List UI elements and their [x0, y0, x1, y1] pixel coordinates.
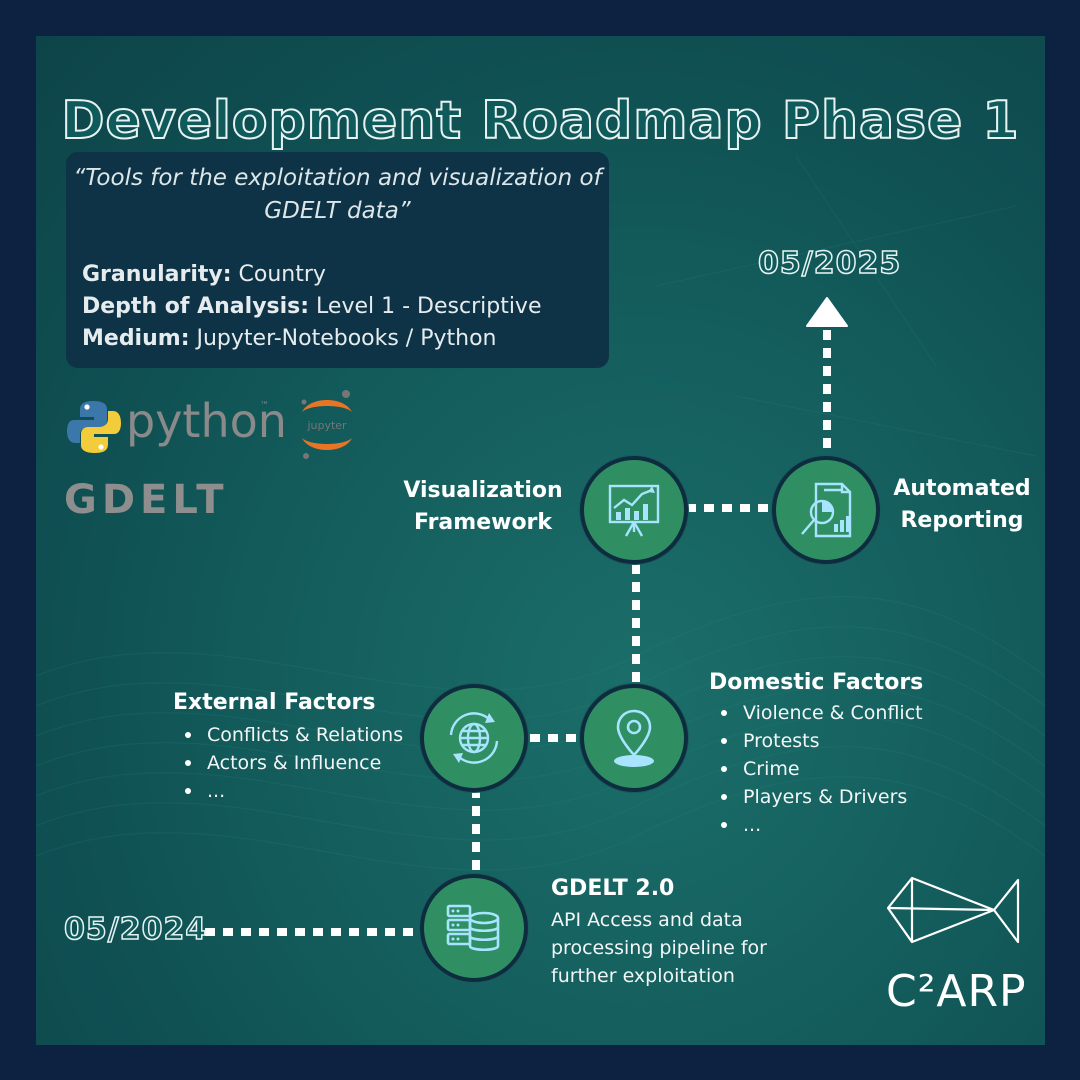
- medium-line: Medium: Jupyter-Notebooks / Python: [82, 326, 496, 351]
- info-box: “Tools for the exploitation and visualiz…: [66, 152, 609, 368]
- gdelt-node-description: API Access and data processing pipeline …: [551, 906, 767, 990]
- list-item: Conflicts & Relations: [173, 721, 403, 749]
- list-item: Crime: [709, 755, 923, 783]
- connector-domestic-visualization: [632, 564, 640, 688]
- jupyter-logo-text: jupyter: [306, 419, 347, 432]
- list-item: Players & Drivers: [709, 783, 923, 811]
- c2arp-logo-text: C²ARP: [886, 966, 1027, 1017]
- node-automated-reporting: [772, 456, 880, 564]
- c2arp-fish-logo-icon: [886, 876, 1020, 944]
- gdelt-desc-line-2: processing pipeline for: [551, 937, 767, 959]
- connector-gdelt-external: [472, 788, 480, 872]
- python-trademark: ™: [260, 401, 269, 411]
- gdelt-desc-line-1: API Access and data: [551, 909, 743, 931]
- node-gdelt: [420, 874, 528, 982]
- connector-start-gdelt: [205, 928, 418, 936]
- list-item: Actors & Influence: [173, 749, 403, 777]
- list-item: ...: [173, 777, 403, 805]
- chart-presentation-icon: [608, 484, 660, 537]
- start-date: 05/2024: [63, 911, 208, 948]
- quote-line-1: “Tools for the exploitation and visualiz…: [73, 165, 602, 191]
- granularity-value: Country: [231, 262, 326, 287]
- list-item: ...: [709, 811, 923, 839]
- external-factors-title: External Factors: [173, 690, 376, 715]
- gdelt-logo: GDELT: [64, 477, 229, 523]
- visualization-title-line-1: Visualization: [403, 478, 563, 503]
- reporting-title-line-1: Automated: [893, 476, 1031, 501]
- jupyter-logo-icon: jupyter: [301, 390, 352, 459]
- medium-label: Medium:: [82, 326, 190, 351]
- gdelt-node-title: GDELT 2.0: [551, 876, 675, 901]
- depth-value: Level 1 - Descriptive: [309, 294, 542, 319]
- report-magnifier-icon: [801, 482, 852, 538]
- list-item: Protests: [709, 727, 923, 755]
- gdelt-desc-line-3: further exploitation: [551, 965, 735, 987]
- database-server-icon: [446, 904, 500, 952]
- granularity-label: Granularity:: [82, 262, 232, 287]
- arrow-up-icon: [806, 297, 848, 327]
- info-quote: “Tools for the exploitation and visualiz…: [66, 162, 609, 228]
- list-item: Violence & Conflict: [709, 699, 923, 727]
- visualization-framework-title: Visualization Framework: [398, 475, 568, 539]
- node-domestic-factors: [580, 684, 688, 792]
- visualization-title-line-2: Framework: [413, 510, 553, 535]
- domestic-factors-title: Domestic Factors: [709, 670, 924, 695]
- external-factors-list: Conflicts & Relations Actors & Influence…: [173, 721, 403, 805]
- depth-label: Depth of Analysis:: [82, 294, 310, 319]
- automated-reporting-title: Automated Reporting: [882, 473, 1042, 537]
- connector-visualization-reporting: [686, 504, 772, 512]
- python-logo-text: python: [126, 394, 287, 448]
- map-pin-icon: [614, 709, 654, 767]
- granularity-line: Granularity: Country: [82, 262, 326, 287]
- python-logo-icon: [67, 401, 121, 453]
- globe-refresh-icon: [449, 712, 499, 764]
- node-external-factors: [420, 684, 528, 792]
- depth-line: Depth of Analysis: Level 1 - Descriptive: [82, 294, 542, 319]
- node-visualization-framework: [580, 456, 688, 564]
- domestic-factors-list: Violence & Conflict Protests Crime Playe…: [709, 699, 923, 839]
- reporting-title-line-2: Reporting: [900, 508, 1024, 533]
- quote-line-2: GDELT data”: [264, 198, 411, 224]
- connector-external-domestic: [530, 734, 582, 742]
- connector-reporting-end: [823, 330, 831, 456]
- end-date: 05/2025: [757, 245, 902, 282]
- medium-value: Jupyter-Notebooks / Python: [189, 326, 497, 351]
- page-title: Development Roadmap Phase 1: [60, 90, 1020, 152]
